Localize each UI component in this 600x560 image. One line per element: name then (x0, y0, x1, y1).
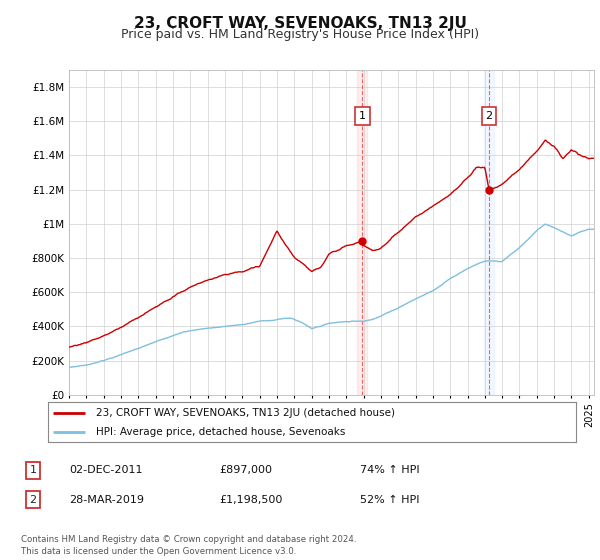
Text: 2: 2 (29, 494, 37, 505)
Text: 2: 2 (485, 111, 493, 121)
Text: 23, CROFT WAY, SEVENOAKS, TN13 2JU (detached house): 23, CROFT WAY, SEVENOAKS, TN13 2JU (deta… (95, 408, 395, 418)
Text: 1: 1 (29, 465, 37, 475)
Text: £1,198,500: £1,198,500 (219, 494, 283, 505)
Text: 52% ↑ HPI: 52% ↑ HPI (360, 494, 419, 505)
Text: 28-MAR-2019: 28-MAR-2019 (69, 494, 144, 505)
Text: HPI: Average price, detached house, Sevenoaks: HPI: Average price, detached house, Seve… (95, 427, 345, 437)
Text: 02-DEC-2011: 02-DEC-2011 (69, 465, 143, 475)
Text: 1: 1 (359, 111, 365, 121)
Bar (484, 70, 494, 395)
Text: Price paid vs. HM Land Registry's House Price Index (HPI): Price paid vs. HM Land Registry's House … (121, 28, 479, 41)
Text: Contains HM Land Registry data © Crown copyright and database right 2024.
This d: Contains HM Land Registry data © Crown c… (21, 535, 356, 556)
Bar (357, 70, 367, 395)
Text: 74% ↑ HPI: 74% ↑ HPI (360, 465, 419, 475)
Text: £897,000: £897,000 (219, 465, 272, 475)
Text: 23, CROFT WAY, SEVENOAKS, TN13 2JU: 23, CROFT WAY, SEVENOAKS, TN13 2JU (134, 16, 466, 31)
